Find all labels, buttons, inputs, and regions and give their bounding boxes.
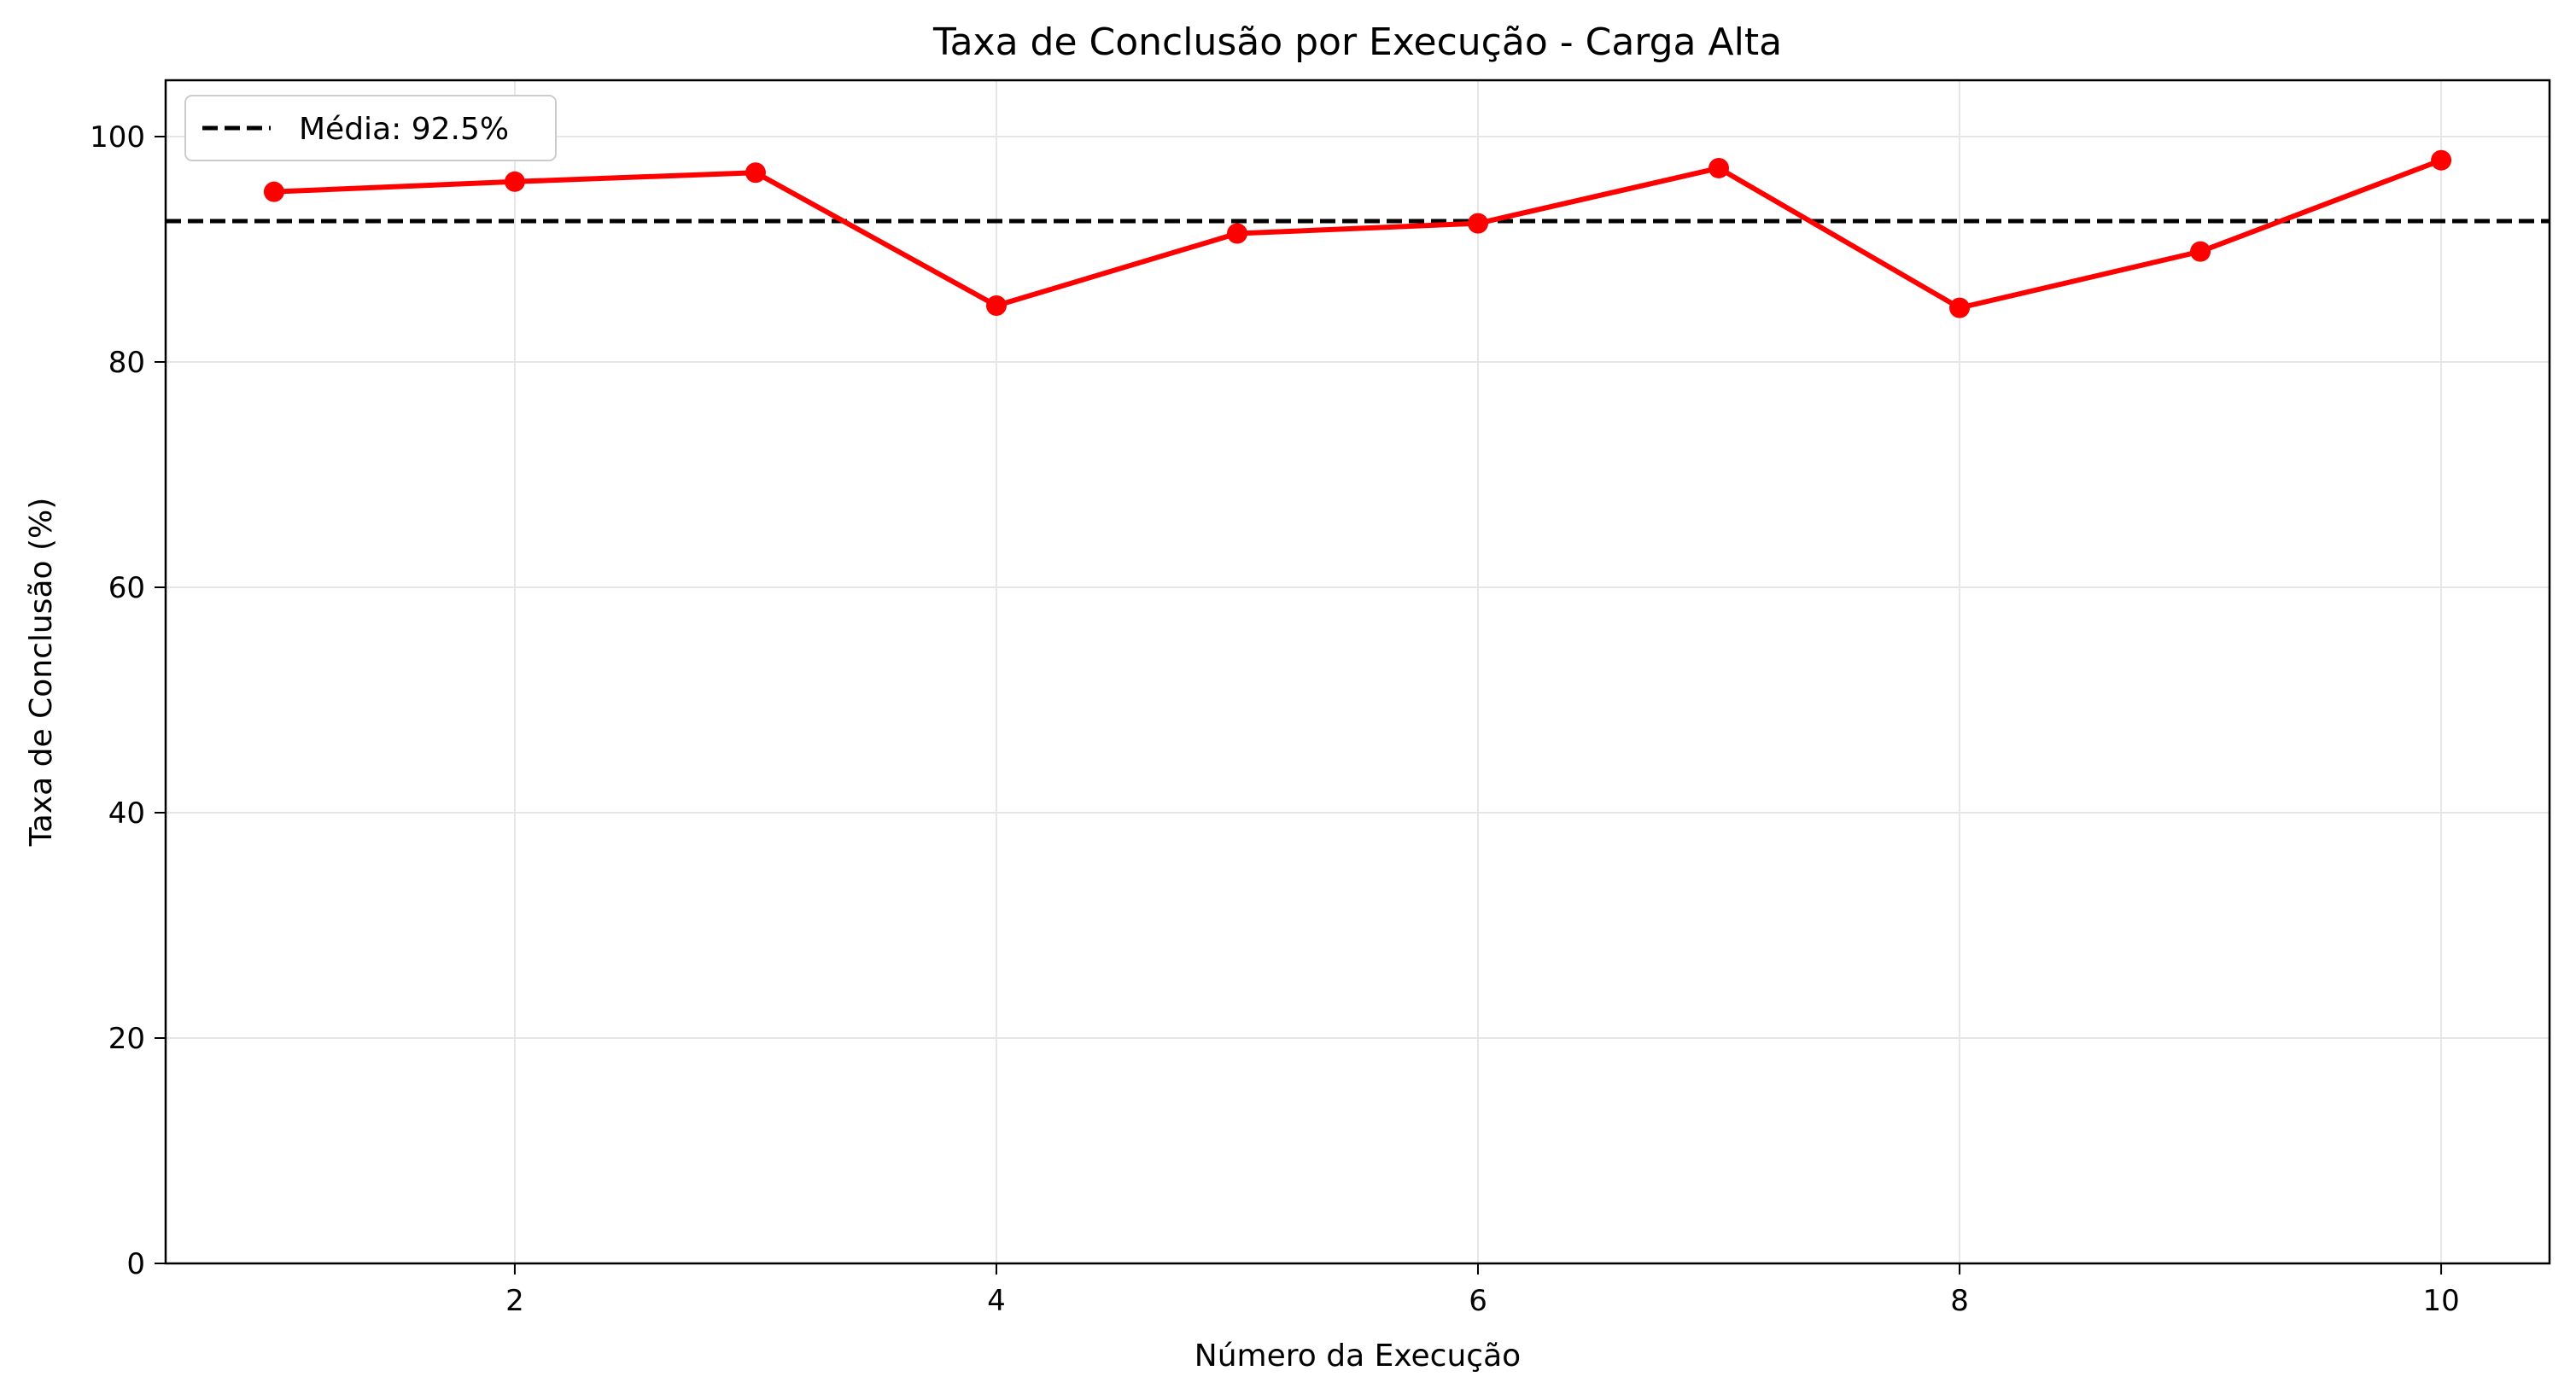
x-tick-label: 4 [987,1284,1006,1318]
legend: Média: 92.5% [184,95,557,161]
y-tick-label: 40 [108,796,145,831]
y-tick-label: 20 [108,1022,145,1056]
data-point [1949,297,1971,318]
y-tick-label: 100 [90,120,145,155]
data-point [745,162,766,184]
data-point [2190,241,2211,262]
data-point [1226,223,1247,244]
data-point [1468,213,1489,234]
legend-box [184,95,557,161]
data-point [504,171,525,192]
x-tick-label: 2 [505,1284,524,1318]
x-tick-label: 10 [2422,1284,2459,1318]
data-point [985,295,1007,316]
chart-title: Taxa de Conclusão por Execução - Carga A… [932,20,1782,64]
x-axis-label: Número da Execução [1195,1339,1521,1374]
series-line [273,157,2443,311]
x-tick-label: 8 [1950,1284,1969,1318]
axes-frame [164,79,2551,1265]
y-tick-label: 0 [126,1247,145,1281]
data-point [263,181,284,202]
x-tick-label: 6 [1469,1284,1487,1318]
y-axis-label: Taxa de Conclusão (%) [24,498,59,848]
y-tick-label: 80 [108,346,145,380]
legend-entry-mean: Média: 92.5% [299,112,509,147]
series-group [263,149,2452,318]
y-tick-label: 60 [108,571,145,605]
data-point [2431,149,2452,171]
data-point [1709,157,1730,178]
